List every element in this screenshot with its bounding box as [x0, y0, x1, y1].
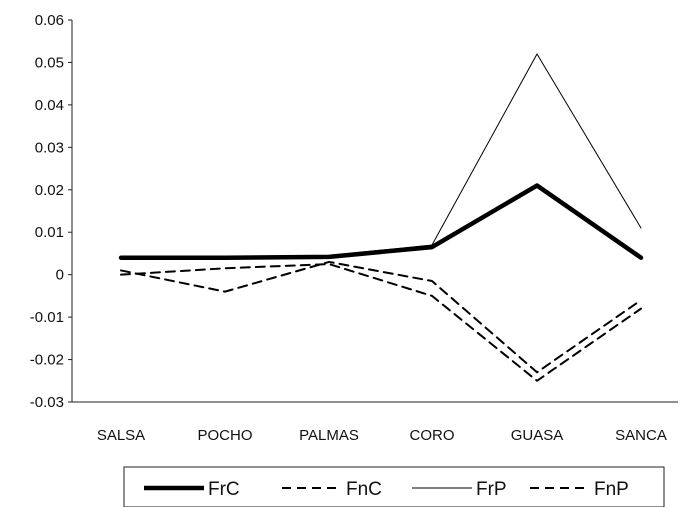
y-tick-label: -0.02	[30, 352, 64, 369]
series-frc	[118, 183, 644, 260]
legend-label: FnC	[346, 479, 382, 500]
y-tick-label: 0.02	[35, 182, 64, 199]
series-frp	[120, 53, 642, 259]
series-fnp	[120, 263, 642, 382]
x-tick-label: PALMAS	[299, 427, 359, 444]
series-line-fnc	[120, 260, 642, 374]
x-axis-ticks: SALSA POCHO PALMAS CORO GUASA SANCA	[97, 427, 667, 444]
legend-items: FrC FnC FrP FnP	[144, 479, 629, 500]
legend-item-fnc: FnC	[282, 479, 382, 500]
plot-area: 0.06 0.05 0.04 0.03 0.02 0.01 0 -0.01 -0.02 -0.03…	[30, 12, 678, 444]
series-line-frp	[120, 53, 642, 259]
legend-item-frc: FrC	[144, 479, 240, 500]
x-tick-label: POCHO	[197, 427, 252, 444]
y-tick-label: 0.06	[35, 12, 64, 29]
y-tick-label: 0.01	[35, 224, 64, 241]
y-tick-label: 0	[56, 267, 64, 284]
legend: FrC FnC FrP FnP	[123, 466, 665, 507]
legend-box	[123, 466, 665, 507]
legend-item-frp: FrP	[412, 479, 507, 500]
series-fnc	[120, 260, 642, 374]
x-tick-label: SALSA	[97, 427, 145, 444]
series-line-fnp	[120, 263, 642, 382]
legend-item-fnp: FnP	[530, 479, 629, 500]
x-tick-label: CORO	[410, 427, 455, 444]
x-tick-label: SANCA	[615, 427, 667, 444]
y-tick-label: -0.01	[30, 309, 64, 326]
legend-label: FrC	[208, 479, 240, 500]
y-tick-label: 0.03	[35, 139, 64, 156]
x-tick-label: GUASA	[511, 427, 564, 444]
y-tick-label: 0.05	[35, 54, 64, 71]
y-tick-label: 0.04	[35, 97, 64, 114]
y-axis-ticks: 0.06 0.05 0.04 0.03 0.02 0.01 0 -0.01 -0.02 -0.03	[30, 12, 72, 411]
series-layer	[118, 53, 644, 382]
y-tick-label: -0.03	[30, 394, 64, 411]
legend-label: FnP	[594, 479, 629, 500]
legend-label: FrP	[476, 479, 507, 500]
series-line-frc	[118, 183, 644, 260]
